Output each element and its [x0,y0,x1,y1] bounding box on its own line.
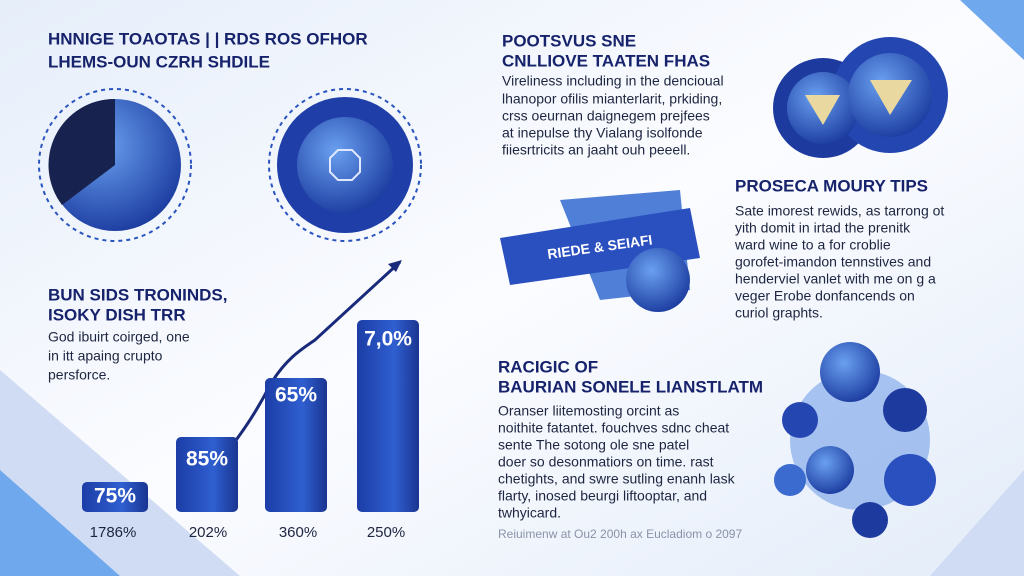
title: LHEMS-OUN CZRH SHDILE [48,52,270,71]
text-line: chetights, and swre sutling enanh lask [498,471,736,487]
text-line: doer so desonmatiors on time. rast [498,454,714,470]
text-line: at inepulse thy Vialang isolfonde [502,125,703,141]
text-line: veger Erobe donfancends on [735,288,915,304]
ribbon: RIEDE & SEIAFI [500,190,700,312]
text-line: twhyicard. [498,505,561,521]
text-line: henderviel vanlet with me on g a [735,271,936,287]
heading: RACIGIC OF [498,357,598,376]
heading: CNLLIOVE TAATEN FHAS [502,51,710,70]
heading: BUN SIDS TRONINDS, [48,285,227,304]
text-line: flarty, inosed beurgi liftooptar, and [498,488,707,504]
title: HNNIGE TOAOTAS | | RDS ROS OFHOR [48,29,368,48]
top-right: POOTSVUS SNE CNLLIOVE TAATEN FHAS Vireli… [502,31,948,158]
axis-label: 360% [279,524,317,541]
text-line: in itt apaing crupto [48,348,163,364]
text-line: God ibuirt coirged, one [48,329,190,345]
text-line: yith domit in irtad the prenitk [735,220,911,236]
corner-shape [960,0,1024,60]
bar-label: 65% [275,384,317,407]
middle-right: PROSECA MOURY TIPS Sate imorest rewids, … [734,176,944,320]
text-line: Sate imorest rewids, as tarrong ot [735,203,944,219]
header: HNNIGE TOAOTAS | | RDS ROS OFHOR LHEMS-O… [48,29,368,71]
heading: POOTSVUS SNE [502,31,636,50]
text-line: ward wine to a for croblie [734,237,891,253]
bar-label: 75% [94,485,136,508]
bar-label: 85% [186,448,228,471]
text-line: crss oeurnan daignegem prejfees [502,108,710,124]
heading: ISOKY DISH TRR [48,305,186,324]
corner-shape [0,470,120,576]
bar-label: 7,0% [364,328,412,351]
text-line: curiol graphts. [735,305,823,321]
axis-label: 202% [189,524,227,541]
text-line: Oranser liitemosting orcint as [498,403,679,419]
axis-label: 250% [367,524,405,541]
text-line: fiiesrtricits an jaaht ouh peeell. [502,142,690,158]
text-line: noithite fatantet. fouchves sdnc cheat [498,420,729,436]
left-section: BUN SIDS TRONINDS, ISOKY DISH TRR God ib… [48,260,419,541]
text-line: gorofet-imandon tennstives and [735,254,931,270]
heading: BAURIAN SONELE LIANSTLATM [498,377,763,396]
text-line: persforce. [48,367,110,383]
text-line: lhanopor ofilis mianterlarit, prkiding, [502,91,722,107]
footer: Reiuimenw at Ou2 200h ax Eucladiom o 209… [498,527,742,541]
bottom-right: RACIGIC OF BAURIAN SONELE LIANSTLATM Ora… [498,342,936,541]
axis-label: 1786% [90,524,137,541]
corner-shape [930,470,1024,576]
text-line: Vireliness including in the dencioual [502,73,724,89]
text-line: sente The sotong ole sne patel [498,437,689,453]
heading: PROSECA MOURY TIPS [735,176,928,195]
circle-icons [38,88,422,242]
